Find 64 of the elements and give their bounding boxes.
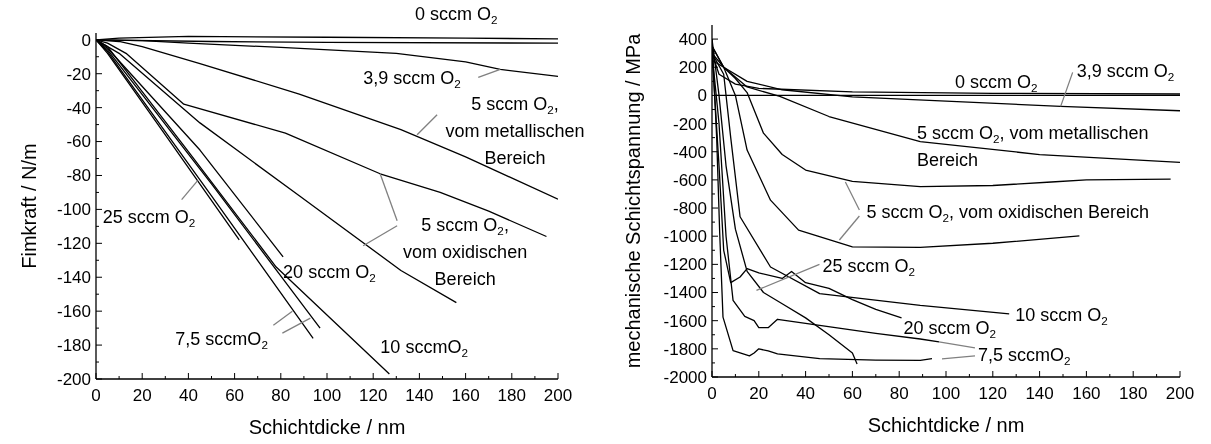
annotation: 7,5 sccmO$_{2}$: [977, 344, 1071, 367]
text: 0 sccm O$_{2}$: [415, 4, 498, 26]
y-tick-label: -40: [66, 98, 91, 118]
x-tick-label: 120: [359, 386, 388, 405]
annotation: 0 sccm O$_{2}$: [955, 72, 1038, 94]
y-tick-label: -180: [56, 336, 91, 356]
x-tick-label: 140: [405, 386, 434, 405]
x-axis-title: Schichtdicke / nm: [248, 416, 406, 438]
y-tick-label: 200: [678, 58, 707, 78]
annotation: 7,5 sccmO$_{2}$: [175, 329, 268, 351]
annotation: 5 sccm O$_{2}$, vom metallischen Bereich: [445, 93, 585, 168]
annotation: 20 sccm O$_{2}$: [283, 261, 376, 284]
x-tick-label: 120: [978, 384, 1007, 403]
annotation: 25 sccm O$_{2}$: [822, 256, 916, 278]
y-tick-label: -200: [56, 369, 91, 389]
x-tick-label: 160: [451, 386, 480, 405]
x-tick-label: 40: [796, 384, 816, 403]
x-tick-label: 100: [312, 386, 342, 405]
y-tick-label: -400: [672, 142, 707, 162]
y-tick-label: -1600: [663, 311, 707, 331]
annotation: 25 sccm O$_{2}$: [102, 206, 196, 229]
x-tick-label: 40: [178, 386, 198, 405]
y-tick-label: -160: [56, 302, 91, 322]
x-tick-label: 160: [1072, 384, 1101, 403]
y-axis-title: mechanische Schichtspannung / MPa: [622, 32, 644, 369]
annotation: 10 sccm O$_{2}$: [1015, 304, 1108, 327]
y-tick-label: 0: [81, 30, 91, 50]
x-tick-label: 140: [1025, 384, 1054, 403]
text: 5 sccm O$_{2}$, vom metallischen Bereich: [917, 123, 1149, 170]
x-tick-label: 20: [749, 384, 769, 403]
y-tick-label: -60: [66, 132, 91, 152]
annotation: 3,9 sccm O$_{2}$: [363, 68, 461, 91]
y-tick-label: -1200: [663, 255, 707, 275]
y-tick-label: 400: [678, 30, 707, 50]
x-tick-label: 80: [271, 386, 291, 405]
x-tick-label: 200: [543, 386, 573, 405]
x-tick-label: 60: [225, 386, 245, 405]
annotation: 3,9 sccm O$_{2}$: [1076, 61, 1175, 83]
y-tick-label: -2000: [663, 367, 707, 387]
x-tick-label: 200: [1165, 384, 1195, 403]
x-tick-label: 100: [931, 384, 961, 403]
y-tick-label: 0: [697, 86, 707, 106]
y-tick-label: -100: [56, 200, 91, 220]
y-tick-label: -200: [672, 114, 707, 134]
y-tick-label: -1000: [663, 227, 707, 247]
x-tick-label: 180: [497, 386, 526, 405]
x-tick-label: 20: [132, 386, 152, 405]
annotation: 5 sccm O$_{2}$, vom oxidischen Bereich: [866, 201, 1150, 224]
annotation: 5 sccm O$_{2}$, vom oxidischen Bereich: [403, 214, 528, 289]
x-tick-label: 60: [842, 384, 862, 403]
y-axis-title: Fimkraft / N/m: [18, 143, 40, 269]
annotation: 20 sccm O$_{2}$: [903, 317, 997, 340]
y-tick-label: -800: [672, 198, 707, 218]
y-tick-label: -120: [56, 234, 91, 254]
x-tick-label: 80: [889, 384, 909, 403]
y-tick-label: -80: [66, 166, 91, 186]
y-tick-label: -1800: [663, 339, 707, 359]
annotation: 10 sccmO$_{2}$: [380, 336, 468, 359]
y-tick-label: -140: [56, 268, 91, 288]
x-tick-label: 180: [1119, 384, 1148, 403]
x-axis-title: Schichtdicke / nm: [867, 414, 1025, 436]
y-tick-label: -1400: [663, 283, 707, 303]
y-tick-label: -20: [66, 64, 91, 84]
y-tick-label: -600: [672, 170, 707, 190]
